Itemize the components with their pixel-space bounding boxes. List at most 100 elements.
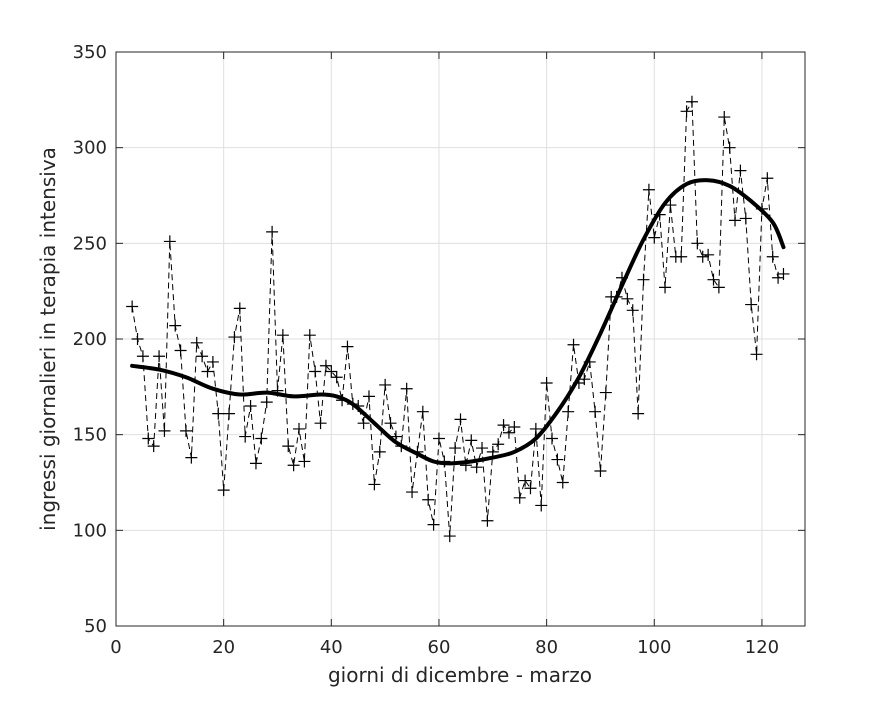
daily-data-point — [384, 417, 397, 430]
y-tick-label: 50 — [84, 616, 107, 637]
y-axis-label: ingressi giornalieri in terapia intensiv… — [36, 147, 60, 531]
daily-data-point — [303, 329, 316, 342]
daily-data-point — [454, 413, 467, 426]
daily-data-point — [416, 405, 429, 418]
daily-data-point — [379, 378, 392, 391]
daily-data-point — [255, 432, 268, 445]
daily-data-point — [535, 499, 548, 512]
daily-data-point — [319, 359, 332, 372]
daily-data-point — [589, 405, 602, 418]
y-tick-label: 150 — [73, 425, 107, 446]
x-tick-label: 60 — [428, 637, 451, 658]
daily-data-point — [659, 281, 672, 294]
daily-data-point — [249, 457, 262, 470]
daily-data-point — [761, 172, 774, 185]
daily-data-point — [136, 350, 149, 363]
daily-data-point — [169, 319, 182, 332]
daily-data-point — [729, 214, 742, 227]
daily-data-point — [190, 336, 203, 349]
daily-data-point — [502, 426, 515, 439]
daily-data-point — [158, 424, 171, 437]
y-tick-label: 350 — [73, 42, 107, 63]
daily-data-point — [223, 407, 236, 420]
daily-data-point — [228, 331, 241, 344]
daily-data-point — [739, 212, 752, 225]
daily-data-point — [212, 407, 225, 420]
daily-data-point — [599, 386, 612, 399]
daily-data-point — [551, 453, 564, 466]
daily-data-point — [185, 451, 198, 464]
daily-data-point — [239, 430, 252, 443]
daily-data-point — [293, 422, 306, 435]
x-axis-label: giorni di dicembre - marzo — [328, 663, 592, 687]
daily-data-point — [546, 432, 559, 445]
daily-data-point — [497, 419, 510, 432]
daily-data-point — [664, 199, 677, 212]
daily-data-point — [153, 350, 166, 363]
daily-data-point — [567, 338, 580, 351]
y-tick-label: 250 — [73, 233, 107, 254]
daily-data-point — [766, 250, 779, 263]
daily-data-point — [443, 530, 456, 543]
daily-data-point — [540, 377, 553, 390]
daily-data-point — [481, 514, 494, 527]
daily-data-point — [707, 273, 720, 286]
daily-data-point — [163, 235, 176, 248]
daily-data-point — [626, 304, 639, 317]
daily-data-point — [266, 225, 279, 238]
daily-data-point — [206, 355, 219, 368]
daily-data-point — [680, 105, 693, 118]
daily-data-point — [691, 237, 704, 250]
daily-data-point — [325, 365, 338, 378]
daily-data-point — [524, 482, 537, 495]
y-tick-label: 300 — [73, 138, 107, 159]
x-tick-label: 80 — [535, 637, 558, 658]
daily-data-point — [745, 298, 758, 311]
daily-data-point — [529, 422, 542, 435]
axis-ticks: 0 20 40 60 80 100 120 50 100 150 200 250 300 350 — [73, 42, 805, 658]
daily-data-point — [400, 382, 413, 395]
daily-data-point — [519, 474, 532, 487]
daily-data-point — [449, 442, 462, 455]
daily-data-point — [341, 340, 354, 353]
daily-data-point — [330, 371, 343, 384]
daily-data-point — [696, 250, 709, 263]
daily-series-line — [131, 99, 784, 537]
daily-data-point — [368, 478, 381, 491]
daily-data-point — [179, 424, 192, 437]
daily-data-point — [556, 476, 569, 489]
daily-data-point — [217, 484, 230, 497]
daily-data-point — [147, 440, 160, 453]
daily-data-point — [422, 493, 435, 506]
daily-data-point — [282, 440, 295, 453]
daily-data-point — [702, 248, 715, 261]
daily-data-point — [432, 432, 445, 445]
daily-data-point — [174, 344, 187, 357]
daily-data-point — [594, 465, 607, 478]
daily-data-point — [126, 300, 139, 313]
daily-data-point — [244, 399, 257, 412]
y-tick-label: 200 — [73, 329, 107, 350]
daily-data-point — [642, 183, 655, 196]
daily-data-point — [196, 350, 209, 363]
daily-data-point — [465, 434, 478, 447]
daily-data-point — [513, 491, 526, 504]
daily-data-point — [470, 461, 483, 474]
daily-data-point — [427, 518, 440, 531]
daily-data-point — [362, 390, 375, 403]
daily-data-point — [287, 459, 300, 472]
daily-data-point — [712, 281, 725, 294]
daily-data-point — [578, 373, 591, 386]
daily-data-point — [734, 164, 747, 177]
daily-data-point — [508, 421, 521, 434]
y-tick-label: 100 — [73, 520, 107, 541]
daily-data-point — [777, 267, 790, 280]
daily-data-point — [621, 292, 634, 305]
x-tick-label: 100 — [637, 637, 671, 658]
daily-data-point — [276, 329, 289, 342]
x-tick-label: 0 — [110, 637, 121, 658]
grid — [116, 52, 805, 626]
trend-line — [130, 178, 786, 466]
daily-data-point — [131, 333, 144, 345]
